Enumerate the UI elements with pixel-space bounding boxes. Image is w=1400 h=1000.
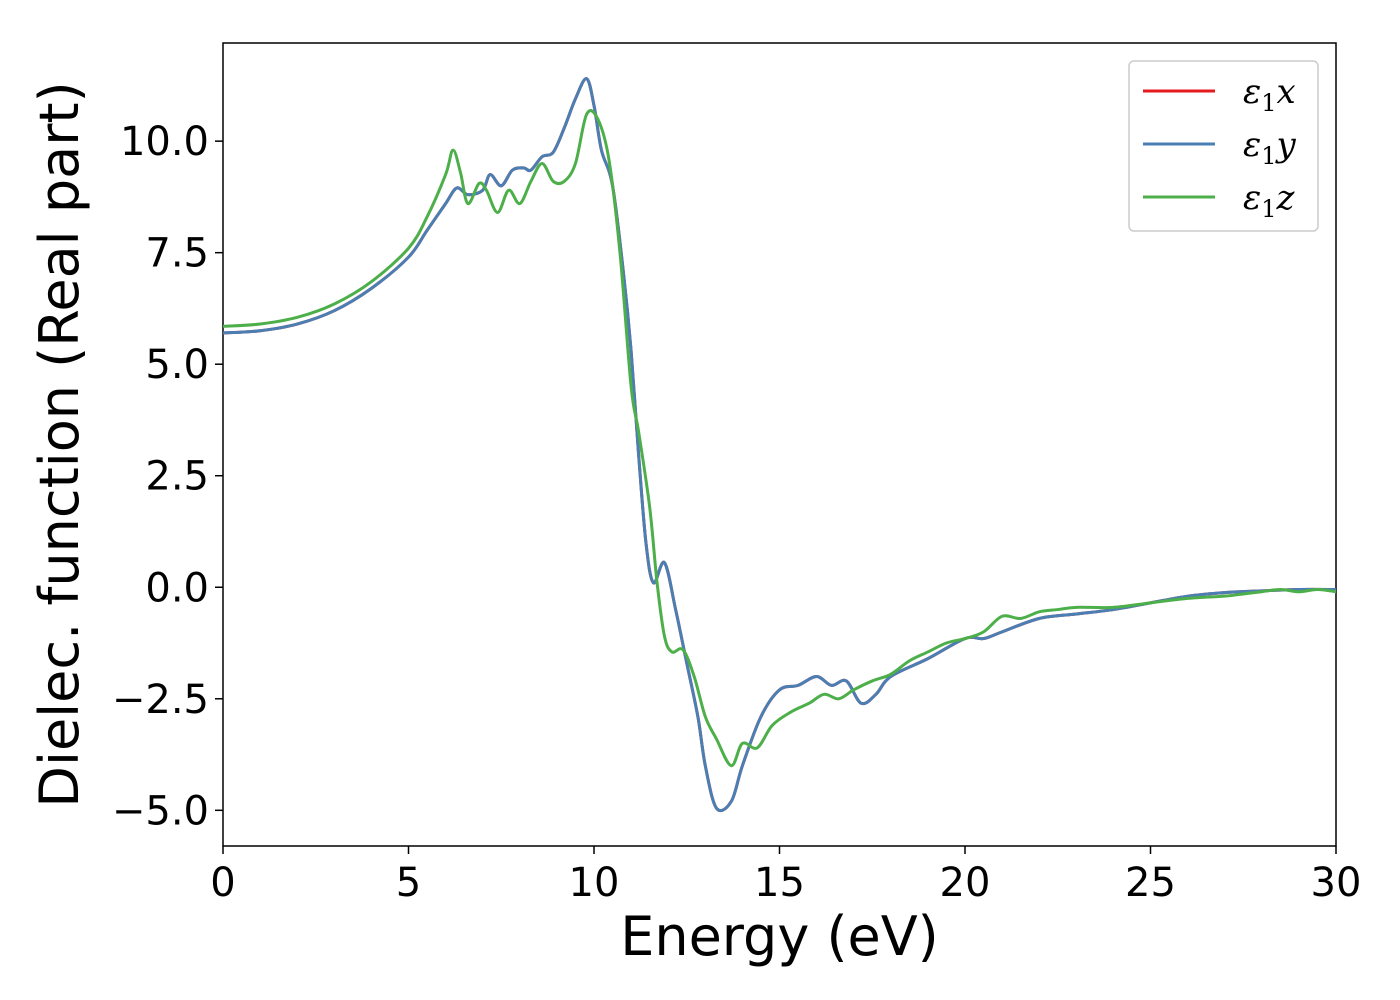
series-group (223, 77, 1336, 813)
legend-label-sub: 1 (1261, 142, 1276, 170)
x-axis-label: Energy (eV) (620, 905, 939, 968)
y-tick-label: 5.0 (145, 342, 209, 388)
legend-label-tail: y (1275, 125, 1297, 165)
legend-label-tail: x (1277, 72, 1296, 112)
legend-label-x: ε1x (1243, 72, 1296, 117)
legend-label-main: ε (1243, 178, 1261, 218)
y-tick-label: 7.5 (145, 231, 209, 277)
series-line-z (223, 109, 1336, 768)
legend-label-main: ε (1243, 125, 1261, 165)
legend-label-z: ε1z (1243, 178, 1296, 223)
legend-label-main: ε (1243, 72, 1261, 112)
y-tick-label: 0.0 (145, 565, 209, 611)
plot-layer (223, 77, 1336, 813)
x-tick-label: 0 (210, 860, 235, 906)
x-tick-label: 30 (1311, 860, 1362, 906)
legend-label-y: ε1y (1243, 125, 1297, 170)
legend-label-sub: 1 (1261, 89, 1276, 117)
legend-label-sub: 1 (1261, 195, 1276, 223)
x-tick-label: 15 (754, 860, 805, 906)
x-tick-label: 5 (396, 860, 421, 906)
legend-label-tail: z (1276, 178, 1296, 218)
series-line-y (223, 77, 1336, 813)
x-tick-label: 20 (940, 860, 991, 906)
axes-layer: 0 5 10 15 20 25 30 −5.0 −2.5 0.0 2.5 5.0 7.5 10.0 (112, 42, 1362, 906)
y-tick-label: 2.5 (145, 454, 209, 500)
y-tick-label: −2.5 (112, 677, 209, 723)
y-tick-label: 10.0 (120, 119, 209, 165)
y-tick-label: −5.0 (112, 788, 209, 834)
x-tick-label: 25 (1125, 860, 1176, 906)
x-tick-label: 10 (569, 860, 620, 906)
y-axis-label: Dielec. function (Real part) (28, 81, 91, 807)
legend-box (1128, 60, 1319, 232)
